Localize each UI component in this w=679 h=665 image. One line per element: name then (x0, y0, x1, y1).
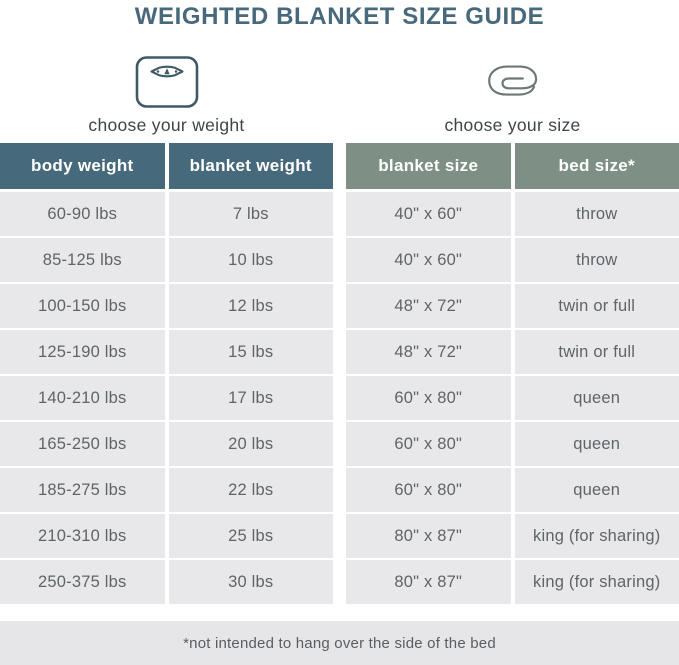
size-table: 40" x 60" throw 40" x 60" throw 48" x 72" twi… (346, 192, 679, 604)
table-cell: 85-125 lbs (0, 238, 165, 282)
tables-area: choose your weight body weight blanket w… (0, 40, 679, 604)
page-title: WEIGHTED BLANKET SIZE GUIDE (134, 3, 545, 30)
column-header-bed-size: bed size* (514, 143, 679, 189)
table-cell: twin or full (514, 330, 679, 374)
table-cell: 15 lbs (168, 330, 333, 374)
table-cell: throw (514, 238, 679, 282)
table-cell: king (for sharing) (514, 514, 679, 558)
weight-icon-area (0, 53, 333, 111)
table-cell: 20 lbs (168, 422, 333, 466)
weight-table: 60-90 lbs 7 lbs 85-125 lbs 10 lbs 100-150 lb… (0, 192, 333, 604)
table-cell: 40" x 60" (346, 192, 511, 236)
table-cell: 60" x 80" (346, 468, 511, 512)
blanket-icon (487, 65, 537, 96)
size-table-header: blanket size bed size* (346, 143, 679, 189)
table-cell: 185-275 lbs (0, 468, 165, 512)
table-cell: 100-150 lbs (0, 284, 165, 328)
table-cell: queen (514, 468, 679, 512)
table-cell: 25 lbs (168, 514, 333, 558)
table-cell: 48" x 72" (346, 330, 511, 374)
table-cell: 48" x 72" (346, 284, 511, 328)
scale-icon (135, 56, 198, 108)
size-caption: choose your size (444, 115, 581, 135)
table-cell: 60-90 lbs (0, 192, 165, 236)
table-cell: 60" x 80" (346, 422, 511, 466)
table-cell: 30 lbs (168, 560, 333, 604)
table-cell: king (for sharing) (514, 560, 679, 604)
table-cell: 7 lbs (168, 192, 333, 236)
table-cell: 60" x 80" (346, 376, 511, 420)
table-cell: 17 lbs (168, 376, 333, 420)
table-cell: 12 lbs (168, 284, 333, 328)
table-cell: 40" x 60" (346, 238, 511, 282)
table-cell: 140-210 lbs (0, 376, 165, 420)
column-header-blanket-size: blanket size (346, 143, 511, 189)
size-section: choose your size blanket size bed size* … (346, 40, 679, 604)
table-cell: 165-250 lbs (0, 422, 165, 466)
size-icon-area (346, 53, 679, 111)
table-cell: 10 lbs (168, 238, 333, 282)
column-header-blanket-weight: blanket weight (168, 143, 333, 189)
table-cell: 210-310 lbs (0, 514, 165, 558)
table-cell: 80" x 87" (346, 560, 511, 604)
table-cell: 125-190 lbs (0, 330, 165, 374)
weight-section: choose your weight body weight blanket w… (0, 40, 333, 604)
table-cell: 22 lbs (168, 468, 333, 512)
weight-caption: choose your weight (88, 115, 245, 135)
footnote-bar: *not intended to hang over the side of t… (0, 621, 679, 665)
table-cell: throw (514, 192, 679, 236)
footnote-text: *not intended to hang over the side of t… (183, 634, 496, 652)
table-cell: queen (514, 422, 679, 466)
table-cell: queen (514, 376, 679, 420)
weight-table-header: body weight blanket weight (0, 143, 333, 189)
table-cell: 80" x 87" (346, 514, 511, 558)
column-header-body-weight: body weight (0, 143, 165, 189)
table-cell: twin or full (514, 284, 679, 328)
table-cell: 250-375 lbs (0, 560, 165, 604)
